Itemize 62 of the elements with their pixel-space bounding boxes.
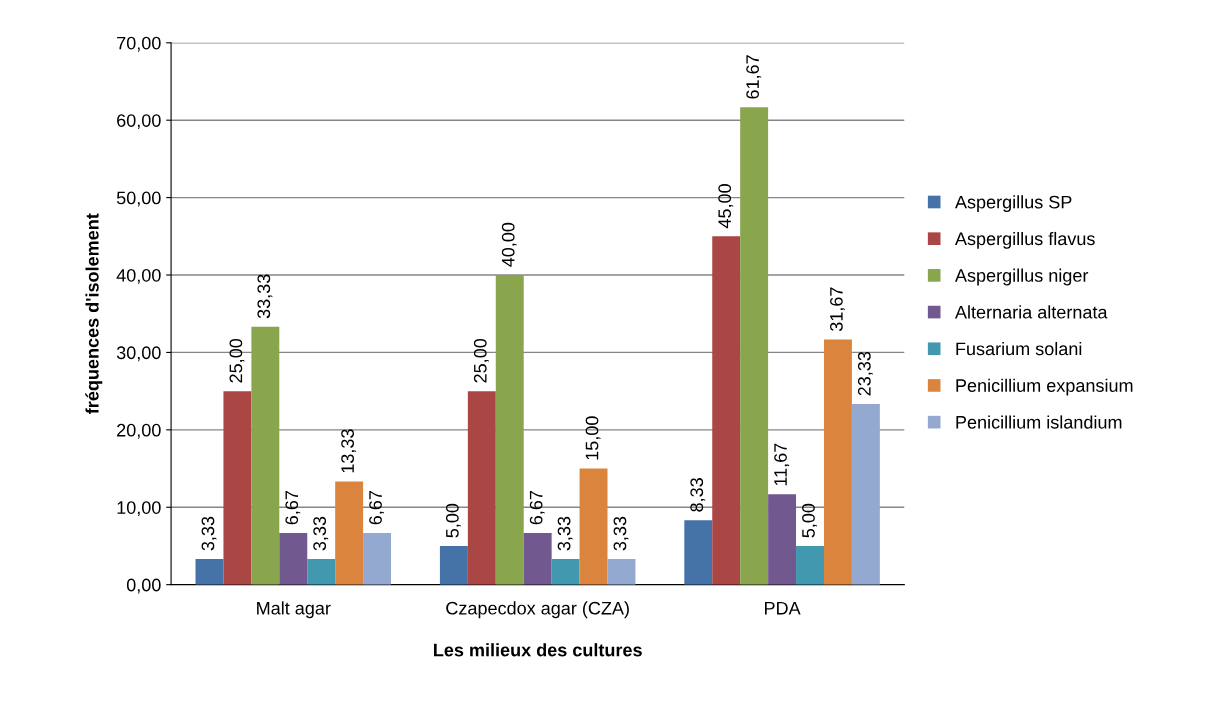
data-label: 5,00	[802, 503, 817, 538]
legend-label: Alternaria alternata	[954, 305, 1108, 319]
bar	[223, 391, 252, 585]
data-label: 8,33	[690, 478, 706, 512]
data-label: 45,00	[718, 184, 734, 229]
legend-label: Aspergillus SP	[954, 195, 1072, 213]
x-tick-label: Malt agar	[257, 601, 331, 619]
bar	[195, 558, 224, 585]
data-label: 3,33	[313, 516, 329, 551]
legend-label: Penicillium expansium	[956, 378, 1133, 396]
y-tick-label: 0,00	[126, 578, 161, 594]
data-label: 11,67	[774, 443, 790, 486]
bar	[607, 558, 636, 585]
y-tick-label: 70,00	[117, 36, 161, 52]
bar	[684, 520, 713, 585]
y-tick-label: 60,00	[117, 114, 161, 130]
bar	[740, 107, 769, 585]
bar	[495, 275, 524, 585]
legend-label: Penicillium islandium	[956, 415, 1122, 429]
bar	[251, 326, 280, 585]
data-label: 3,33	[201, 516, 217, 551]
x-tick-label: PDA	[765, 601, 801, 615]
y-tick-label: 30,00	[116, 346, 161, 362]
data-label: 15,00	[585, 416, 601, 460]
data-label: 6,67	[285, 491, 301, 525]
x-axis-title: Les milieux des cultures	[434, 643, 642, 657]
bar	[712, 236, 741, 585]
legend-label: Fusarium solani	[956, 342, 1082, 356]
data-label: 6,67	[369, 491, 385, 525]
bar	[439, 545, 468, 585]
bar	[551, 558, 580, 585]
data-label: 5,00	[445, 503, 461, 538]
data-label: 13,33	[341, 429, 357, 473]
bar	[307, 558, 336, 585]
x-tick-label: Czapecdox agar (CZA)	[446, 601, 629, 619]
data-label: 31,67	[830, 287, 845, 332]
bar	[467, 391, 496, 585]
data-label: 3,33	[557, 516, 573, 551]
y-tick-label: 10,00	[117, 501, 161, 517]
data-label: 23,33	[857, 351, 873, 396]
bar	[796, 545, 824, 585]
data-label: 33,33	[257, 274, 273, 319]
legend-label: Aspergillus niger	[954, 268, 1089, 286]
y-tick-label: 40,00	[116, 268, 161, 284]
bar	[523, 533, 552, 585]
data-label: 25,00	[473, 338, 489, 383]
data-label: 40,00	[501, 222, 517, 267]
y-axis-title: fréquences d'isolement	[85, 213, 103, 414]
data-label: 6,67	[529, 491, 545, 525]
bar	[279, 533, 308, 585]
bar	[579, 468, 608, 585]
data-label: 3,33	[613, 516, 629, 551]
bar	[363, 533, 392, 585]
bar	[851, 404, 880, 585]
bar	[335, 481, 364, 585]
y-tick-label: 50,00	[116, 191, 161, 207]
data-label: 25,00	[229, 338, 245, 383]
bar	[823, 339, 852, 585]
data-label: 61,67	[746, 55, 762, 99]
legend-label: Aspergillus flavus	[954, 231, 1095, 249]
bar	[768, 494, 797, 585]
y-tick-label: 20,00	[117, 423, 161, 439]
